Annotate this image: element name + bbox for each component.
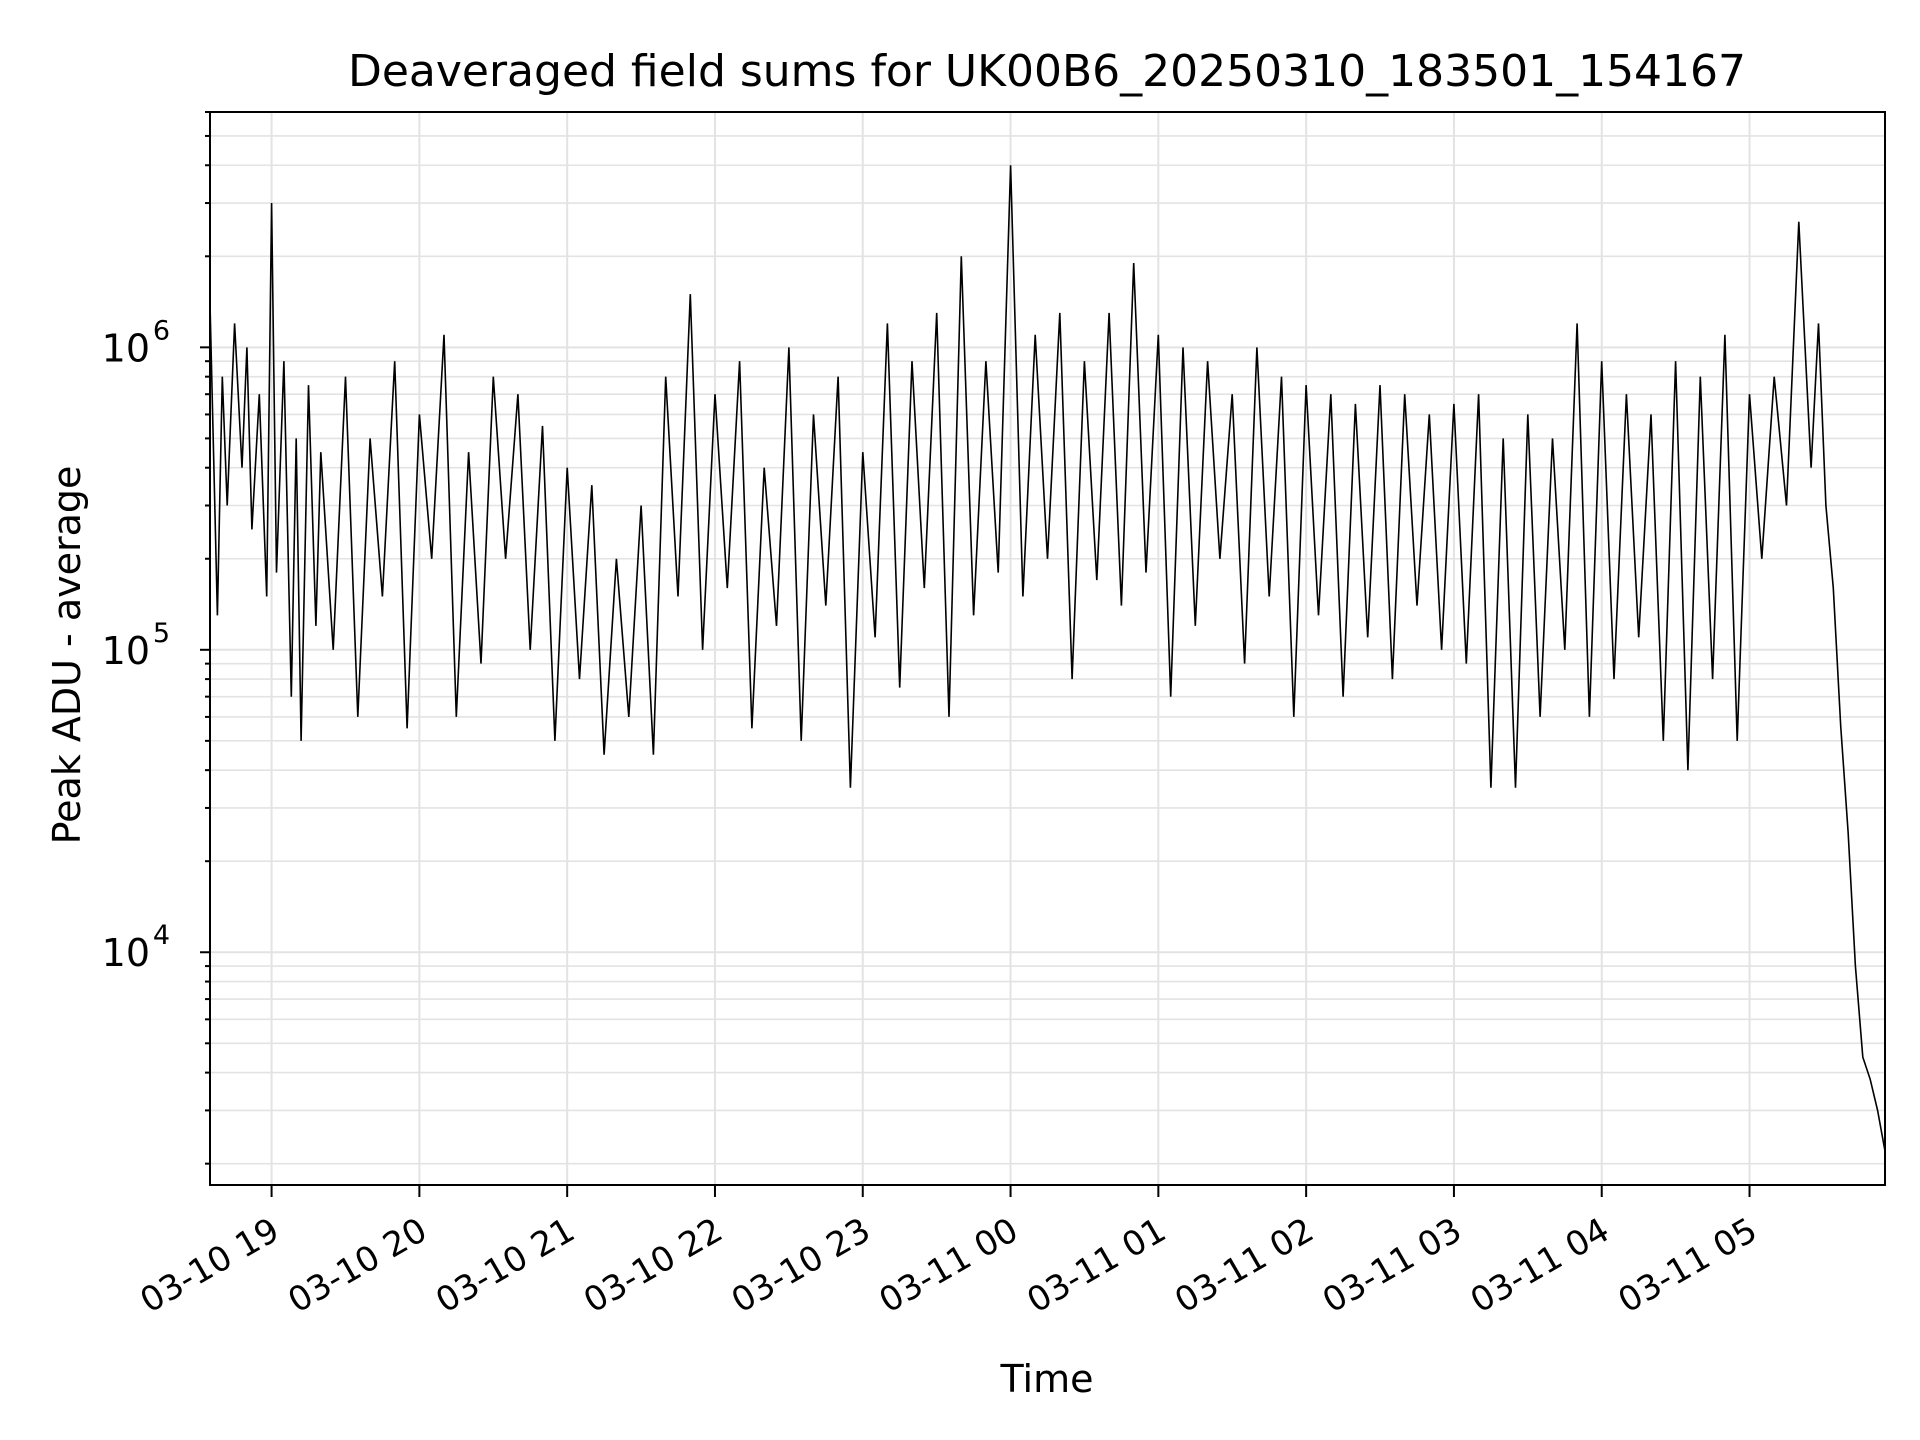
- grid: [210, 111, 1885, 1185]
- y-tick-label: 10: [102, 931, 150, 975]
- y-tick-label-exponent: 5: [153, 618, 170, 649]
- y-tick-label: 10: [102, 326, 150, 370]
- y-tick-label-exponent: 6: [153, 315, 170, 346]
- chart-title: Deaveraged field sums for UK00B6_2025031…: [348, 46, 1746, 97]
- series-layer: [209, 165, 1886, 1152]
- y-tick-label-exponent: 4: [153, 920, 170, 951]
- y-tick-label: 10: [102, 629, 150, 673]
- series-line: [209, 165, 1886, 1152]
- y-axis-label: Peak ADU - average: [45, 466, 89, 845]
- x-axis-label: Time: [1000, 1357, 1094, 1401]
- plot-frame: [209, 111, 1886, 1186]
